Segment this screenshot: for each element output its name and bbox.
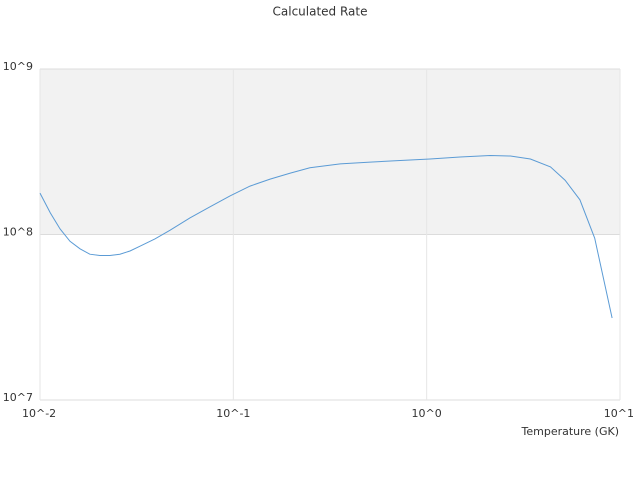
x-tick-label: 10^0: [412, 407, 442, 420]
chart-title: Calculated Rate: [273, 5, 368, 19]
x-tick-label: 10^1: [604, 407, 634, 420]
y-tick-label: 10^9: [3, 60, 33, 73]
grid-band: [40, 69, 620, 235]
line: [39, 154, 613, 319]
x-axis-label: Temperature (GK): [521, 425, 620, 438]
x-tick-label: 10^-2: [22, 407, 56, 420]
x-tick-label: 10^-1: [216, 407, 250, 420]
y-tick-label: 10^7: [3, 391, 33, 404]
y-tick-label: 10^8: [3, 226, 33, 239]
